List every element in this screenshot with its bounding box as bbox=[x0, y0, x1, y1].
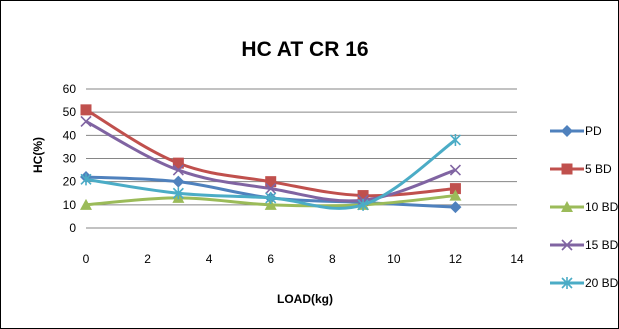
legend-label: PD bbox=[585, 124, 602, 138]
series-10-bd bbox=[80, 189, 462, 210]
data-point bbox=[357, 190, 369, 202]
series-20-bd bbox=[80, 133, 461, 211]
legend-item-pd: PD bbox=[550, 124, 602, 138]
data-point bbox=[449, 183, 461, 195]
legend-label: 10 BD bbox=[585, 200, 619, 214]
x-tick-label: 2 bbox=[144, 252, 151, 266]
y-tick-labels: 0 10 20 30 40 50 60 bbox=[63, 82, 77, 235]
data-point bbox=[449, 189, 462, 201]
data-point bbox=[357, 198, 369, 211]
data-point bbox=[449, 201, 462, 214]
y-tick-label: 60 bbox=[63, 82, 77, 96]
data-point bbox=[265, 183, 277, 195]
x-tick-label: 8 bbox=[329, 252, 336, 266]
legend: PD 5 BD 10 BD 15 BD 20 BD bbox=[550, 124, 619, 290]
y-tick-label: 40 bbox=[63, 128, 77, 142]
legend-label: 15 BD bbox=[585, 238, 619, 252]
series-group bbox=[80, 104, 462, 214]
x-tick-labels: 0 2 4 6 8 10 12 14 bbox=[83, 252, 524, 266]
y-tick-label: 50 bbox=[63, 105, 77, 119]
data-point bbox=[172, 157, 184, 169]
legend-marker bbox=[561, 239, 573, 251]
data-point bbox=[264, 198, 277, 210]
data-point bbox=[265, 176, 277, 188]
data-point bbox=[80, 104, 92, 116]
y-tick-label: 20 bbox=[63, 175, 77, 189]
data-point bbox=[449, 164, 461, 176]
y-tick-label: 30 bbox=[63, 152, 77, 166]
data-point bbox=[172, 187, 184, 200]
y-axis-title: HC(%) bbox=[31, 137, 45, 173]
y-tick-label: 0 bbox=[69, 221, 76, 235]
legend-marker bbox=[561, 125, 573, 137]
x-tick-label: 10 bbox=[387, 252, 401, 266]
data-point bbox=[80, 198, 92, 210]
legend-item-15-bd: 15 BD bbox=[550, 238, 619, 252]
legend-marker bbox=[561, 201, 573, 212]
chart-title: HC AT CR 16 bbox=[241, 38, 368, 61]
data-point bbox=[80, 173, 92, 186]
data-point bbox=[265, 191, 277, 204]
y-tick-label: 10 bbox=[63, 198, 77, 212]
legend-item-10-bd: 10 BD bbox=[550, 200, 619, 214]
legend-marker bbox=[561, 277, 573, 289]
data-point bbox=[172, 164, 184, 176]
x-tick-label: 6 bbox=[267, 252, 274, 266]
x-tick-label: 12 bbox=[449, 252, 463, 266]
data-point bbox=[172, 175, 185, 188]
legend-item-20-bd: 20 BD bbox=[550, 276, 619, 290]
x-tick-label: 4 bbox=[206, 252, 213, 266]
data-point bbox=[449, 133, 461, 146]
legend-label: 20 BD bbox=[585, 276, 619, 290]
x-tick-label: 14 bbox=[510, 252, 524, 266]
legend-marker bbox=[561, 163, 573, 175]
data-point bbox=[80, 115, 92, 127]
legend-item-5-bd: 5 BD bbox=[550, 162, 612, 176]
legend-label: 5 BD bbox=[585, 162, 612, 176]
gridlines bbox=[86, 88, 517, 229]
x-axis-title: LOAD(kg) bbox=[277, 292, 333, 306]
x-tick-label: 0 bbox=[83, 252, 90, 266]
